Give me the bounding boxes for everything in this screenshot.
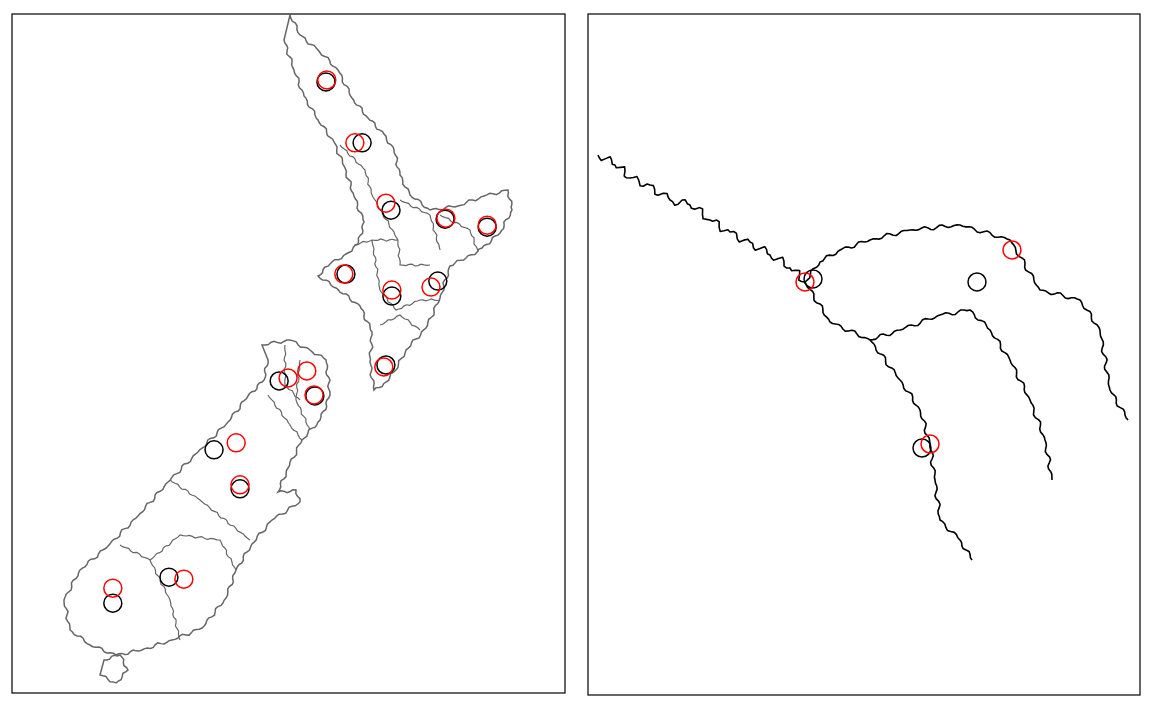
site-marker [346, 134, 364, 152]
site-marker [231, 480, 249, 498]
site-marker [437, 209, 455, 227]
river [805, 225, 1128, 420]
coastline [64, 340, 330, 655]
site-marker [227, 434, 245, 452]
site-marker [279, 369, 297, 387]
map-figure [0, 0, 1152, 711]
region-boundary [340, 145, 372, 195]
panel-frame [588, 14, 1140, 695]
site-marker [375, 358, 393, 376]
site-marker [968, 273, 986, 291]
region-boundary [372, 195, 430, 266]
root [0, 0, 1152, 711]
site-marker [383, 281, 401, 299]
site-marker [921, 435, 939, 453]
river [805, 282, 972, 560]
basemap-rivers [598, 155, 1128, 560]
region-boundary [355, 239, 398, 245]
site-marker [318, 71, 336, 89]
region-boundary [150, 535, 236, 570]
site-marker [305, 386, 323, 404]
region-boundary [372, 240, 440, 310]
site-marker [205, 441, 223, 459]
region-boundary [380, 315, 420, 330]
site-marker [796, 273, 814, 291]
site-marker [231, 476, 249, 494]
river [870, 310, 1052, 480]
region-boundary [120, 545, 180, 640]
site-marker [377, 194, 395, 212]
data-layer [104, 71, 496, 612]
river [598, 155, 805, 282]
coastline [284, 15, 512, 390]
coastline [100, 655, 128, 683]
region-boundary [268, 395, 302, 440]
panel-frame [12, 14, 565, 693]
site-marker [436, 210, 454, 228]
site-marker [478, 216, 496, 234]
site-marker [175, 570, 193, 588]
site-marker [335, 265, 353, 283]
data-layer [796, 241, 1021, 457]
region-boundary [170, 480, 250, 540]
site-marker [306, 387, 324, 405]
region-boundary [440, 215, 478, 252]
site-marker [1003, 241, 1021, 259]
site-marker [422, 278, 440, 296]
basemap-new-zealand [64, 15, 512, 683]
site-marker [104, 579, 122, 597]
region-boundary [400, 200, 440, 250]
site-marker [298, 362, 316, 380]
